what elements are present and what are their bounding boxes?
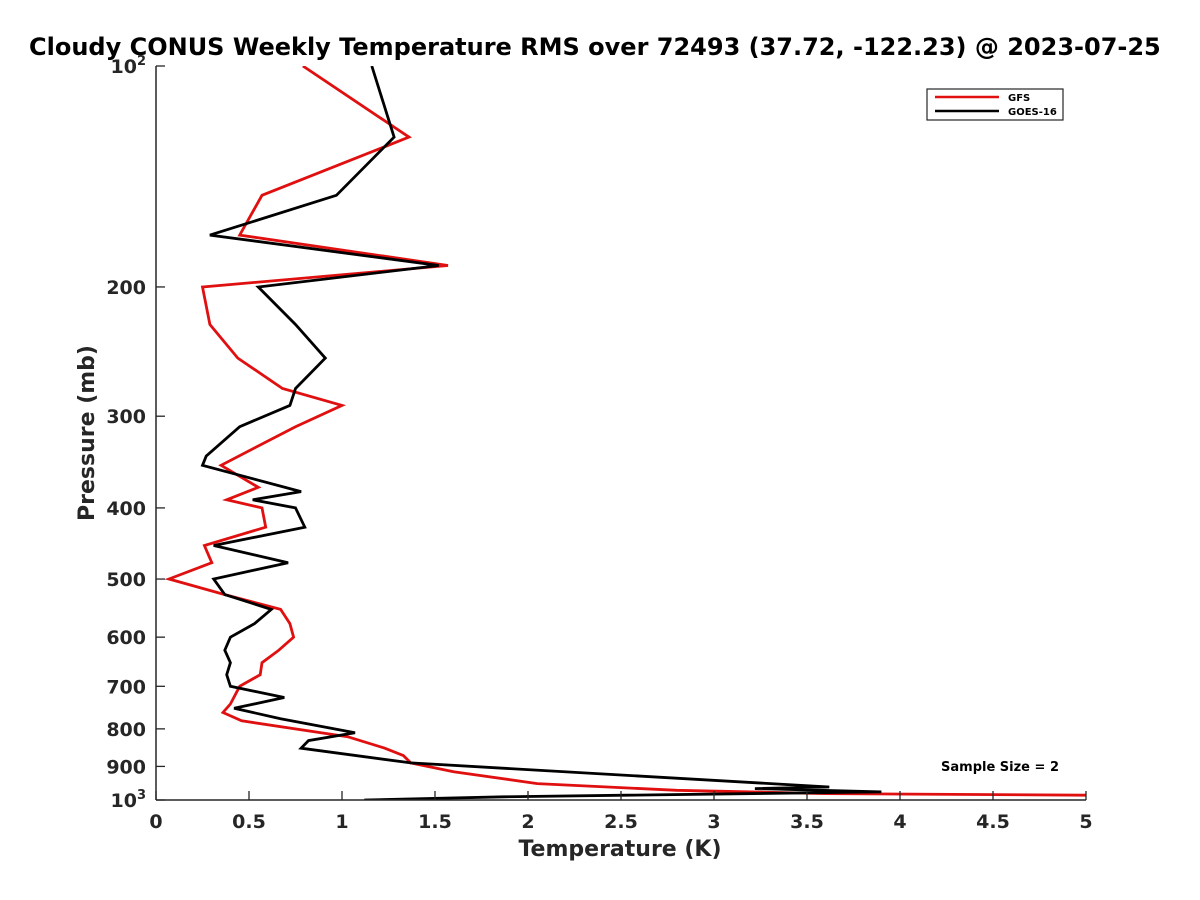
sample-size-annotation: Sample Size = 2: [941, 760, 1059, 775]
y-tick-label: 300: [106, 406, 146, 428]
y-tick-label: 600: [106, 627, 146, 649]
chart-title: Cloudy CONUS Weekly Temperature RMS over…: [29, 33, 1161, 61]
x-tick-label: 3.5: [790, 811, 824, 833]
x-tick-label: 3: [707, 811, 720, 833]
y-tick-label: 102: [111, 54, 147, 78]
x-tick-label: 2.5: [604, 811, 638, 833]
y-axis-label: Pressure (mb): [75, 345, 100, 521]
series-line-gfs: [164, 66, 1086, 797]
x-tick-label: 0.5: [232, 811, 266, 833]
x-tick-label: 0: [149, 811, 162, 833]
legend-box: [926, 88, 1064, 121]
y-tick-label: 400: [106, 498, 146, 520]
x-tick-label: 1: [335, 811, 348, 833]
legend-label-gfs: GFS: [1008, 93, 1030, 104]
y-tick-label: 700: [106, 676, 146, 698]
y-tick-label: 103: [111, 788, 147, 812]
x-tick-label: 4.5: [976, 811, 1010, 833]
x-axis-ticks: 0 0.5 1 1.5 2 2.5 3 3.5 4 4.5 5: [149, 791, 1093, 833]
x-tick-label: 1.5: [418, 811, 452, 833]
x-tick-label: 2: [521, 811, 534, 833]
y-tick-label: 900: [106, 756, 146, 778]
series-line-goes16: [200, 66, 882, 800]
plot-area: [164, 66, 1086, 800]
legend-label-goes16: GOES-16: [1008, 107, 1057, 118]
x-tick-label: 4: [893, 811, 906, 833]
y-tick-label: 500: [106, 569, 146, 591]
y-tick-label: 800: [106, 719, 146, 741]
x-axis-label: Temperature (K): [518, 837, 721, 862]
y-axis-ticks: 102 200 300 400 500 600 700 800 900 103: [106, 54, 165, 812]
y-tick-label: 200: [106, 277, 146, 299]
axes: [155, 66, 1086, 801]
legend: GFS GOES-16: [926, 88, 1064, 121]
x-tick-label: 5: [1079, 811, 1092, 833]
